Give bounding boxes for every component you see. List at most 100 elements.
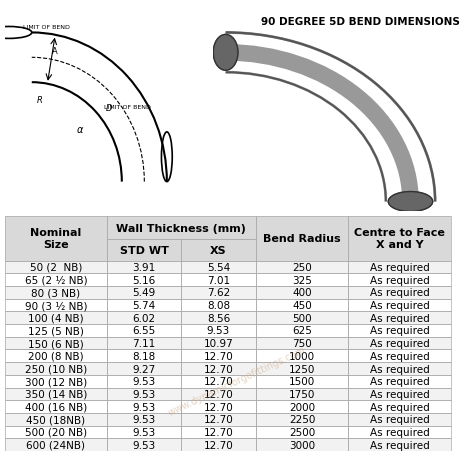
FancyBboxPatch shape [255,362,348,375]
FancyBboxPatch shape [348,312,451,324]
FancyBboxPatch shape [181,350,255,362]
Text: 90 (3 ½ NB): 90 (3 ½ NB) [25,300,87,310]
Text: 2500: 2500 [289,427,315,437]
Text: As required: As required [370,300,429,310]
FancyBboxPatch shape [255,438,348,451]
FancyBboxPatch shape [5,299,107,312]
Text: R: R [37,96,43,105]
FancyBboxPatch shape [181,261,255,274]
FancyBboxPatch shape [107,286,181,299]
FancyBboxPatch shape [255,413,348,426]
Text: 12.70: 12.70 [203,389,233,399]
Text: 1750: 1750 [289,389,315,399]
FancyBboxPatch shape [181,324,255,337]
FancyBboxPatch shape [255,388,348,400]
Text: 325: 325 [292,275,312,285]
FancyBboxPatch shape [255,350,348,362]
Text: 12.70: 12.70 [203,364,233,374]
Text: 450 (18NB): 450 (18NB) [26,414,85,424]
Text: 400: 400 [292,288,312,298]
Text: 1250: 1250 [289,364,315,374]
FancyBboxPatch shape [348,261,451,274]
FancyBboxPatch shape [255,324,348,337]
FancyBboxPatch shape [348,426,451,438]
Text: 8.56: 8.56 [207,313,230,323]
FancyBboxPatch shape [5,337,107,350]
FancyBboxPatch shape [348,274,451,286]
Text: 450: 450 [292,300,312,310]
Text: 250 (10 NB): 250 (10 NB) [25,364,87,374]
Text: As required: As required [370,313,429,323]
Text: 350 (14 NB): 350 (14 NB) [25,389,87,399]
FancyBboxPatch shape [5,438,107,451]
Text: A: A [52,47,58,56]
Text: LIMIT OF BEND: LIMIT OF BEND [104,105,151,110]
FancyBboxPatch shape [348,286,451,299]
FancyBboxPatch shape [348,350,451,362]
Text: 9.53: 9.53 [132,427,156,437]
Text: As required: As required [370,389,429,399]
Text: As required: As required [370,376,429,387]
Text: 7.01: 7.01 [207,275,230,285]
FancyBboxPatch shape [255,261,348,274]
FancyBboxPatch shape [107,240,181,261]
Text: 1500: 1500 [289,376,315,387]
FancyBboxPatch shape [181,426,255,438]
Text: 600 (24NB): 600 (24NB) [27,440,85,450]
FancyBboxPatch shape [255,286,348,299]
Text: www.dynamicforgefittings.com: www.dynamicforgefittings.com [166,344,308,417]
FancyBboxPatch shape [181,299,255,312]
Text: 6.02: 6.02 [133,313,155,323]
FancyBboxPatch shape [5,274,107,286]
Text: As required: As required [370,288,429,298]
Text: 10.97: 10.97 [203,338,233,348]
FancyBboxPatch shape [348,299,451,312]
Text: 9.53: 9.53 [132,376,156,387]
FancyBboxPatch shape [255,274,348,286]
Text: 12.70: 12.70 [203,376,233,387]
FancyBboxPatch shape [5,350,107,362]
Text: 8.18: 8.18 [132,351,156,361]
FancyBboxPatch shape [107,261,181,274]
FancyBboxPatch shape [255,426,348,438]
Ellipse shape [213,35,238,71]
Text: As required: As required [370,427,429,437]
Text: 12.70: 12.70 [203,402,233,412]
Text: 150 (6 NB): 150 (6 NB) [28,338,84,348]
Text: 2000: 2000 [289,402,315,412]
Text: 750: 750 [292,338,312,348]
Text: 1000: 1000 [289,351,315,361]
FancyBboxPatch shape [107,274,181,286]
Text: 12.70: 12.70 [203,414,233,424]
FancyBboxPatch shape [348,337,451,350]
FancyBboxPatch shape [107,337,181,350]
Text: As required: As required [370,275,429,285]
FancyBboxPatch shape [5,286,107,299]
FancyBboxPatch shape [348,324,451,337]
FancyBboxPatch shape [348,375,451,388]
FancyBboxPatch shape [181,438,255,451]
FancyBboxPatch shape [5,216,107,261]
FancyBboxPatch shape [348,438,451,451]
Text: 250: 250 [292,262,312,272]
Text: Bend Radius: Bend Radius [263,234,341,244]
Text: Wall Thickness (mm): Wall Thickness (mm) [116,223,246,233]
FancyBboxPatch shape [107,312,181,324]
FancyBboxPatch shape [5,413,107,426]
FancyBboxPatch shape [5,375,107,388]
FancyBboxPatch shape [181,362,255,375]
Text: 3000: 3000 [289,440,315,450]
FancyBboxPatch shape [107,388,181,400]
FancyBboxPatch shape [5,312,107,324]
Text: 12.70: 12.70 [203,427,233,437]
FancyBboxPatch shape [107,350,181,362]
Text: 5.74: 5.74 [132,300,156,310]
Text: As required: As required [370,364,429,374]
Text: As required: As required [370,262,429,272]
FancyBboxPatch shape [181,388,255,400]
Text: 5.49: 5.49 [132,288,156,298]
FancyBboxPatch shape [348,413,451,426]
Text: 50 (2  NB): 50 (2 NB) [30,262,82,272]
Text: 400 (16 NB): 400 (16 NB) [25,402,87,412]
Text: STD WT: STD WT [119,245,169,255]
